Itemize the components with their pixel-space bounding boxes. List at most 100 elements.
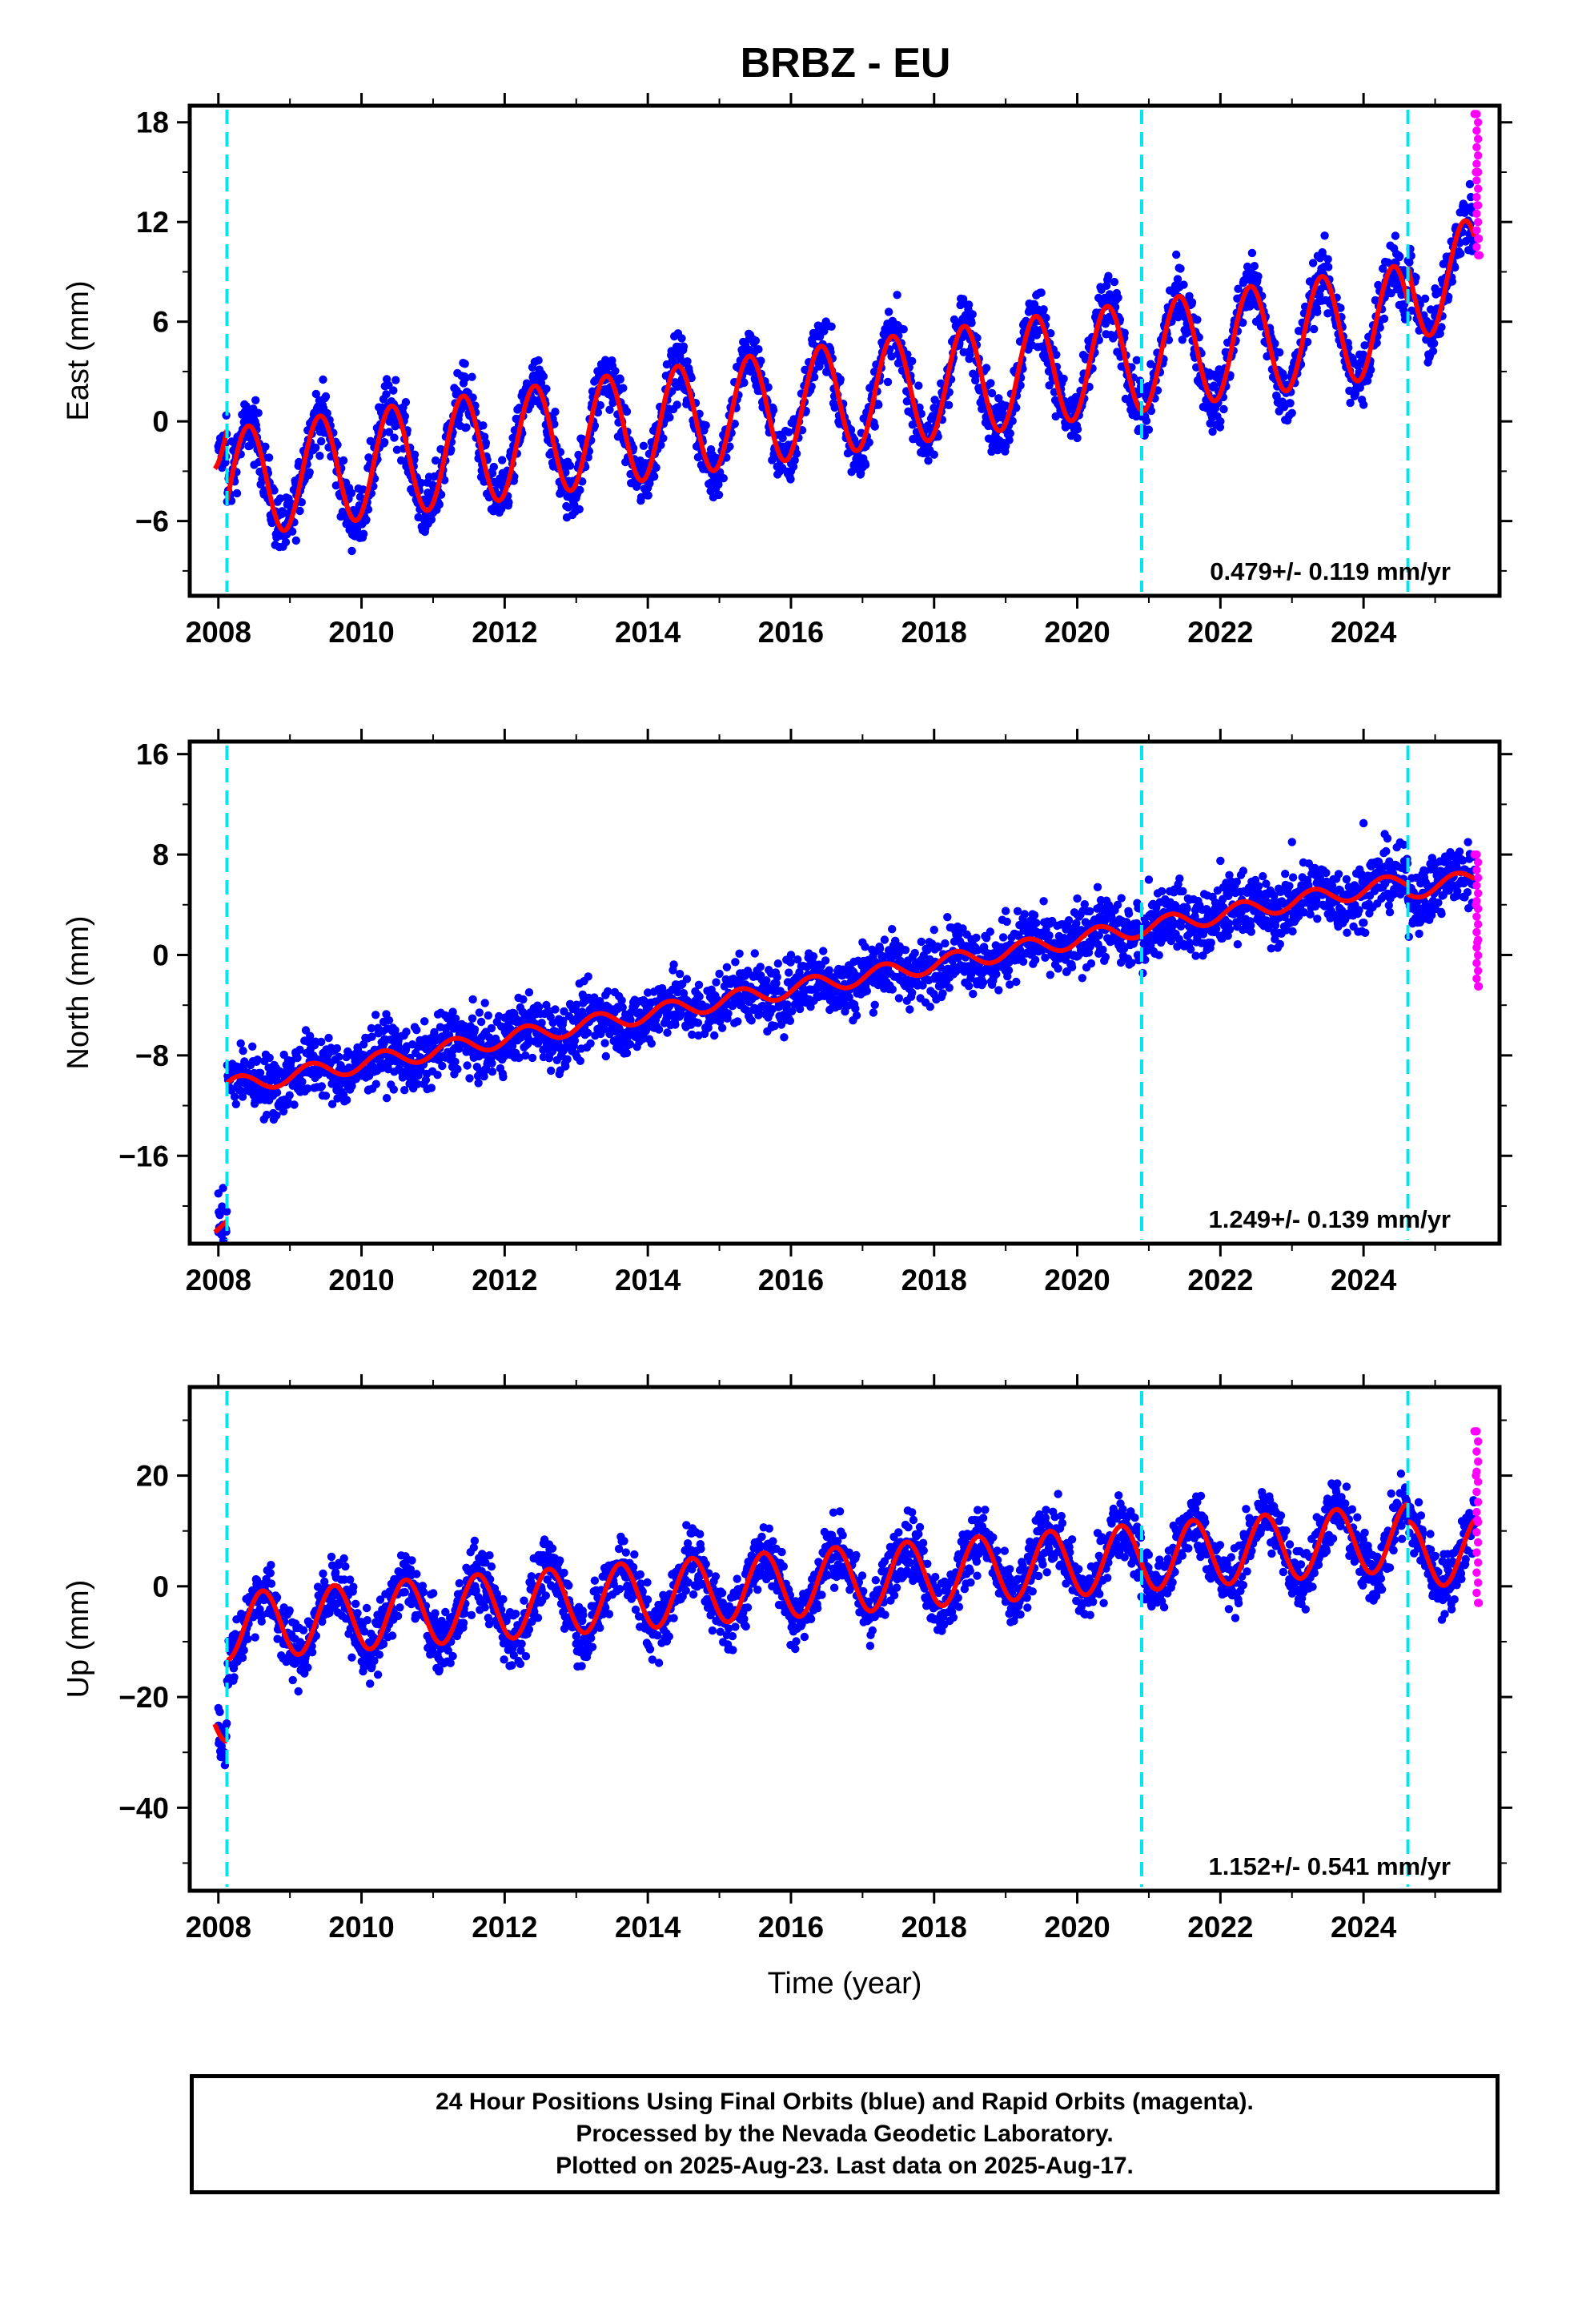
- north-final-point: [236, 1039, 245, 1048]
- east-plot-area: [212, 110, 1484, 556]
- north-final-point: [1093, 883, 1102, 892]
- east-final-point: [382, 390, 391, 399]
- north-final-point: [1067, 963, 1077, 971]
- north-final-point: [724, 1009, 733, 1018]
- north-final-point: [825, 966, 833, 975]
- east-final-point: [1193, 316, 1202, 324]
- east-final-point: [605, 405, 614, 414]
- east-final-point: [874, 400, 883, 409]
- north-final-point: [480, 999, 489, 1007]
- east-rapid-point: [1472, 110, 1481, 119]
- east-final-point: [311, 443, 320, 452]
- north-final-point: [470, 1025, 480, 1034]
- east-rate-label: 0.479+/- 0.119 mm/yr: [1210, 557, 1451, 585]
- east-rapid-point: [1473, 151, 1483, 160]
- north-final-point: [583, 1028, 592, 1038]
- east-final-anchor-point: [1251, 317, 1261, 326]
- east-final-point: [1247, 248, 1257, 258]
- east-final-point: [785, 428, 793, 436]
- east-final-point: [1420, 294, 1430, 304]
- east-final-point: [479, 421, 488, 430]
- east-final-point: [447, 445, 456, 454]
- north-final-point: [1004, 966, 1014, 975]
- east-final-point: [1110, 277, 1119, 287]
- north-final-point: [747, 1016, 756, 1025]
- east-rapid-point: [1472, 209, 1481, 219]
- north-final-point: [994, 986, 1003, 995]
- east-rapid-point: [1472, 226, 1481, 235]
- east-final-point: [542, 384, 551, 393]
- east-final-point: [1323, 255, 1332, 263]
- east-final-anchor-point: [1287, 408, 1296, 417]
- east-final-point: [461, 373, 471, 382]
- north-final-point: [870, 1000, 879, 1010]
- east-final-point: [1405, 258, 1414, 267]
- east-final-point: [908, 356, 917, 366]
- east-final-point: [1037, 288, 1046, 297]
- north-final-point: [371, 1011, 380, 1019]
- east-final-point: [1104, 271, 1113, 280]
- north-final-point: [1064, 916, 1074, 925]
- north-final-point: [290, 1100, 299, 1109]
- north-final-point: [710, 1031, 719, 1040]
- east-final-point: [1435, 329, 1444, 338]
- east-final-anchor-point: [930, 450, 938, 459]
- east-final-point: [1120, 328, 1129, 337]
- east-x-tick-label: 2024: [1331, 616, 1397, 649]
- east-final-point: [914, 381, 923, 390]
- north-final-point: [1117, 894, 1126, 903]
- east-rapid-point: [1473, 234, 1483, 243]
- east-final-point: [1430, 339, 1439, 348]
- north-final-point: [576, 1056, 584, 1066]
- north-final-point: [972, 933, 981, 943]
- east-final-anchor-point: [643, 483, 652, 493]
- east-final-point: [539, 372, 548, 381]
- east-rapid-point: [1473, 251, 1483, 259]
- north-final-point: [528, 1053, 537, 1063]
- east-final-point: [281, 537, 291, 547]
- north-final-point: [215, 1211, 224, 1220]
- east-final-point: [865, 438, 873, 447]
- east-final-anchor-point: [715, 475, 724, 484]
- north-final-point: [551, 1005, 560, 1014]
- east-final-point: [427, 515, 436, 524]
- north-final-point: [1086, 959, 1096, 968]
- east-final-point: [1411, 273, 1420, 282]
- north-final-point: [474, 1079, 483, 1088]
- east-rapid-point: [1473, 118, 1483, 127]
- east-final-point: [1303, 337, 1312, 347]
- east-final-point: [884, 308, 893, 316]
- east-final-point: [656, 440, 665, 449]
- east-y-axis-label: East (mm): [62, 280, 95, 420]
- north-final-point: [780, 1033, 789, 1042]
- east-final-point: [730, 420, 739, 428]
- north-final-point: [785, 968, 793, 977]
- east-final-point: [967, 319, 976, 328]
- east-final-point: [311, 389, 320, 399]
- east-final-point: [1447, 277, 1457, 286]
- north-final-point: [1046, 971, 1055, 979]
- north-final-point: [894, 994, 904, 1003]
- east-final-point: [1051, 412, 1060, 421]
- east-final-point: [270, 486, 279, 495]
- north-final-point: [869, 1008, 878, 1017]
- east-final-point: [1042, 313, 1050, 323]
- east-final-point: [1243, 262, 1252, 271]
- north-final-point: [809, 952, 818, 961]
- north-final-point: [647, 1039, 656, 1048]
- east-final-point: [431, 456, 440, 465]
- east-final-anchor-point: [1431, 284, 1439, 293]
- east-final-point: [1250, 262, 1259, 271]
- north-final-point: [945, 983, 954, 992]
- east-final-point: [534, 356, 543, 365]
- east-final-point: [232, 489, 242, 498]
- east-x-tick-label: 2010: [328, 616, 394, 649]
- north-final-point: [1182, 904, 1191, 913]
- east-x-tick-label: 2008: [186, 616, 251, 649]
- north-final-point: [265, 1053, 274, 1063]
- east-x-tick-label: 2022: [1187, 616, 1253, 649]
- east-final-point: [1073, 424, 1082, 434]
- north-final-point: [926, 1003, 935, 1011]
- north-final-point: [1002, 917, 1011, 927]
